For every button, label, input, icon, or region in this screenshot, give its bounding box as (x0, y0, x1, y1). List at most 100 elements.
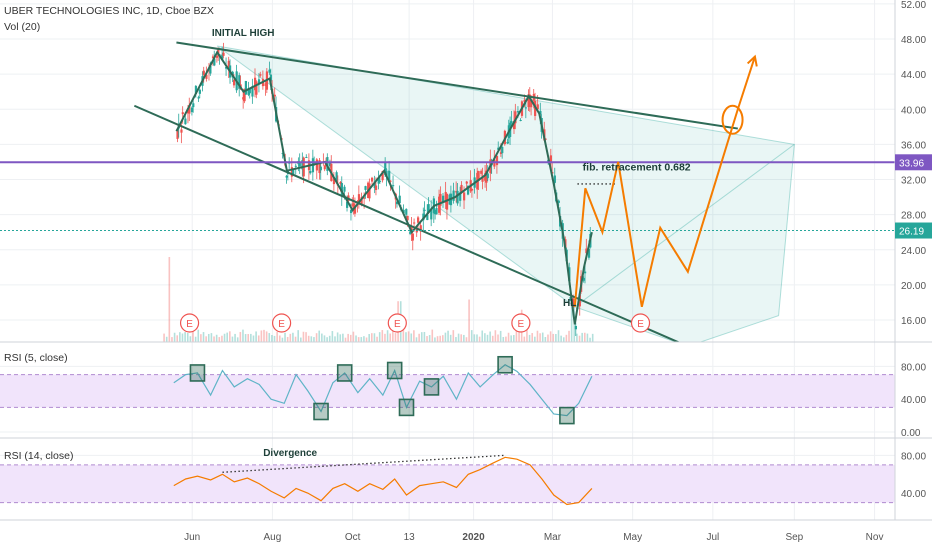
candle-body (395, 201, 399, 205)
volume-bar (444, 332, 447, 342)
candle-body (352, 203, 355, 211)
earnings-marker[interactable]: E (387, 313, 407, 333)
breakout-circle (721, 104, 744, 135)
volume-bar (273, 335, 276, 342)
price-pane[interactable]: E E E E E INITIAL HIGH fib. retracement 0.682 H… (0, 28, 895, 346)
price-tag (895, 222, 932, 239)
earnings-letter: E (637, 319, 644, 330)
trendline (176, 41, 738, 130)
earnings-circle (511, 313, 531, 333)
candle-body (374, 185, 378, 191)
volume-bar (447, 330, 449, 342)
volume-bar (544, 337, 547, 342)
candle-body (273, 94, 276, 97)
volume-bar (510, 335, 512, 342)
volume-bar (539, 333, 541, 342)
candle-body (549, 155, 553, 162)
earnings-marker[interactable]: E (511, 313, 531, 333)
volume-bar (436, 336, 439, 342)
volume-bar (192, 329, 194, 342)
x-tick-label: Sep (785, 532, 803, 543)
axes: Jun Aug Oct 13 2020 Mar May Jul Sep Nov 16.00 20.00… (0, 0, 932, 543)
candle-body (506, 142, 509, 144)
rsi14-pane[interactable]: Divergence (0, 448, 895, 506)
volume-bar (515, 329, 518, 342)
candle-body (340, 183, 343, 196)
rsi-line (173, 456, 593, 506)
volume-bar (381, 330, 384, 342)
volume-bar (455, 337, 457, 342)
rsi5-pane[interactable] (0, 355, 895, 425)
candle-body (332, 178, 336, 185)
candle-body (232, 79, 236, 86)
candle-body (244, 81, 247, 95)
candle-body (180, 129, 183, 133)
rsi-band (0, 374, 895, 408)
earnings-marker[interactable]: E (179, 313, 200, 333)
earnings-marker[interactable]: E (272, 313, 292, 333)
volume-bar (349, 334, 352, 342)
volume-bar (252, 335, 255, 342)
candle-body (477, 170, 480, 181)
candle-body (257, 79, 261, 85)
volume-bar (449, 334, 452, 342)
divergence-label: Divergence (263, 448, 317, 459)
candle-body (349, 210, 353, 214)
x-tick-label: Jul (706, 532, 719, 543)
candle-body (377, 177, 380, 184)
candle-body (499, 152, 503, 154)
x-tick-label: 2020 (462, 532, 485, 543)
candle-body (381, 171, 384, 181)
volume-bar (292, 332, 294, 342)
volume-bar (394, 333, 397, 342)
candle-body (530, 99, 533, 108)
candle-body (213, 58, 216, 66)
candle-body (238, 75, 241, 89)
volume-bar (226, 332, 228, 342)
volume-bar (470, 330, 473, 342)
volume-bar (586, 333, 589, 342)
candle-body (452, 190, 455, 201)
volume-bar (513, 335, 515, 342)
candle-body (364, 186, 367, 190)
volume-bar (257, 335, 260, 342)
candle-body (442, 195, 445, 202)
candle-body (259, 74, 262, 76)
earnings-marker[interactable]: E (630, 313, 651, 333)
candle-body (574, 325, 577, 330)
candle-body (227, 60, 230, 70)
volume-bar (491, 335, 494, 342)
rsi5-title: RSI (5, close) (4, 352, 68, 364)
candle-body (176, 128, 179, 139)
volume-bar (452, 330, 455, 342)
volume-bar (213, 336, 215, 342)
volume-bar (576, 333, 578, 342)
rsi-tick-label: 80.00 (901, 451, 926, 462)
candle-body (385, 171, 388, 176)
candle-body (197, 97, 200, 99)
candle-body (423, 209, 426, 211)
volume-bar (239, 331, 242, 342)
candle-body (217, 47, 220, 56)
rsi-box (386, 361, 403, 380)
candle-body (510, 121, 513, 124)
volume-bar (231, 336, 234, 342)
rsi-box (423, 378, 440, 396)
candle-body (343, 186, 346, 192)
x-tick-label: Jun (184, 532, 200, 543)
rsi-tick-label: 40.00 (901, 395, 926, 406)
candle-body (405, 209, 408, 215)
volume-bar (376, 336, 378, 342)
earnings-letter: E (186, 319, 193, 330)
volume-bar (494, 330, 497, 342)
candle-body (188, 104, 191, 114)
candle-body (413, 222, 416, 224)
volume-bar (426, 336, 428, 342)
volume-bar (215, 334, 218, 342)
volume-bar (570, 303, 573, 342)
candle-body (417, 217, 420, 223)
volume-bar (305, 332, 307, 342)
candle-body (557, 200, 560, 203)
